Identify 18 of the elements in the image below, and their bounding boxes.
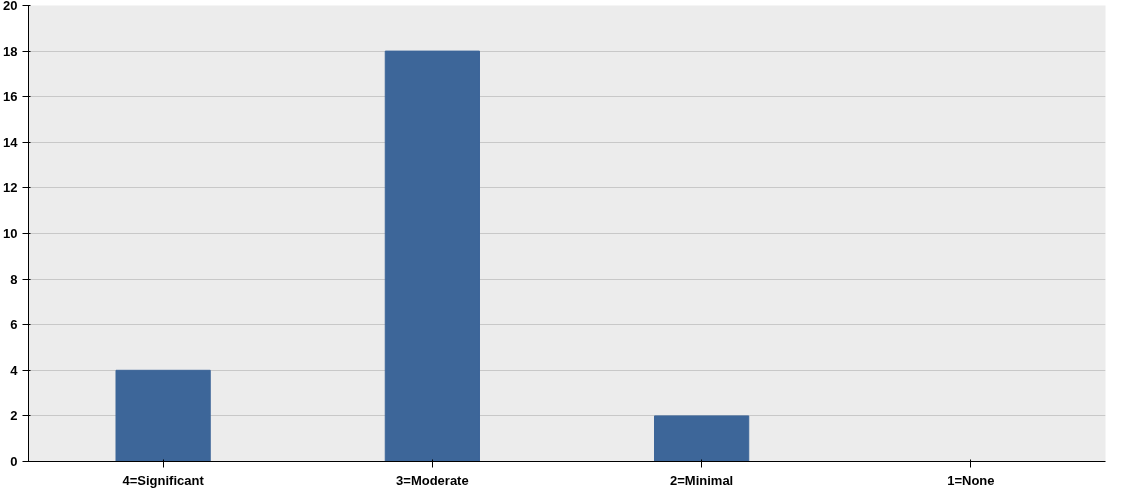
y-tick-label: 0 [10,454,18,469]
x-tick-label: 3=Moderate [396,472,469,488]
y-tick-label: 12 [3,180,18,196]
y-tick-label: 16 [3,89,18,105]
y-tick-label: 18 [3,43,18,59]
y-tick-label: 14 [3,134,19,150]
x-tick-label: 4=Significant [122,472,205,488]
bar [115,369,211,462]
y-tick-label: 8 [10,271,18,287]
y-tick-label: 20 [3,0,18,13]
bar [384,50,480,462]
y-tick-label: 4 [10,362,19,378]
bar [654,415,750,462]
y-tick-label: 2 [10,408,18,424]
x-tick-label: 2=Minimal [670,472,734,488]
x-tick-label: 1=None [947,472,995,488]
y-tick-label: 10 [3,226,18,241]
y-tick-label: 6 [10,317,18,333]
